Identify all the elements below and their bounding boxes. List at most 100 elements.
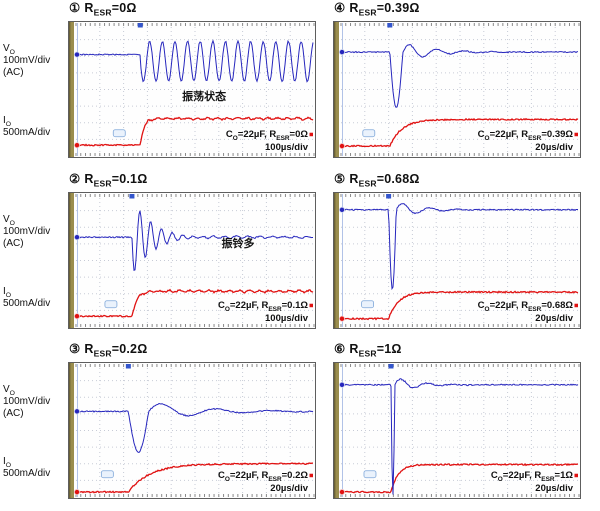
scope-6-info: CO=22µF, RESR=1Ω 20µs/div [490,470,573,494]
axis-labels-row3: VO 100mV/div (AC) IO 500mA/div [3,341,66,511]
vo-trace [75,402,314,453]
panel-2: ② RESR=0.1Ω 振铃多 CO=22µF, RESR=0.1Ω 100µs/… [68,171,316,329]
scope-5-timebase: 20µs/div [535,312,573,324]
panel-6-number: ⑥ [334,342,346,356]
trigger-position-marker [137,23,143,28]
io-scale-label: IO 500mA/div [3,286,51,309]
axis-labels-row2: VO 100mV/div (AC) IO 500mA/div [3,171,66,341]
trigger-position-marker [387,23,393,28]
io-trace [75,462,313,494]
scope-canvas [69,22,315,157]
panel-5: ⑤ RESR=0.68Ω CO=22µF, RESR=0.68Ω 20µs/div [333,171,581,329]
io-trace [340,462,579,494]
io-channel-marker [339,143,345,150]
vo-scale-label: VO 100mV/div (AC) [3,43,51,78]
vo-channel-marker [339,381,345,388]
scope-canvas [69,193,315,328]
trigger-position-marker [125,364,131,369]
vo-channel-marker [74,234,80,241]
panel-5-number: ⑤ [334,172,346,186]
io-level-marker [574,303,578,308]
scope-4-info: CO=22µF, RESR=0.39Ω 20µs/div [477,129,573,153]
vo-channel-marker [339,49,345,56]
io-channel-marker [339,489,345,496]
vo-trace [340,203,578,291]
vo-trace [75,39,314,83]
scope-4-timebase: 20µs/div [535,141,573,153]
io-trace [75,288,314,318]
oscilloscope-capture-6: CO=22µF, RESR=1Ω 20µs/div [333,362,581,499]
io-channel-marker [339,315,345,322]
io-level-marker [574,132,578,137]
io-scale-value: 500mA/div [3,127,51,138]
panel-4: ④ RESR=0.39Ω CO=22µF, RESR=0.39Ω 20µs/div [333,0,581,158]
row-3: VO 100mV/div (AC) IO 500mA/div ③ RESR=0.2… [0,341,600,511]
io-level-marker [574,473,578,478]
io-scale-label: IO 500mA/div [3,115,51,138]
vo-channel-marker [339,206,345,213]
io-channel-marker [74,142,80,149]
trigger-callout [100,470,114,479]
vo-channel-marker [74,408,80,415]
annotation-oscillation: 振荡状态 [182,91,227,104]
oscilloscope-capture-1: 振荡状态 CO=22µF, RESR=0Ω 100µs/div [68,21,316,158]
io-level-marker [309,473,313,478]
scope-side-bar [69,193,74,328]
vo-symbol: V [3,43,10,54]
trigger-position-marker [388,364,394,369]
trigger-callout [362,129,376,138]
io-symbol: I [3,115,6,126]
panel-3-title: ③ RESR=0.2Ω [69,342,148,359]
scope-side-bar [334,22,339,157]
scope-1-timebase: 100µs/div [265,141,308,153]
axis-labels-row1: VO 100mV/div (AC) IO 500mA/div [3,0,66,170]
annotation-ringing: 振铃多 [221,237,255,250]
oscilloscope-capture-4: CO=22µF, RESR=0.39Ω 20µs/div [333,21,581,158]
io-level-marker [309,303,313,308]
scope-2-info: CO=22µF, RESR=0.1Ω 100µs/div [217,300,308,324]
trigger-callout [361,300,375,309]
scope-side-bar [334,363,339,498]
io-trace [340,290,579,321]
vo-trace [340,378,579,495]
panel-3: ③ RESR=0.2Ω CO=22µF, RESR=0.2Ω 20µs/div [68,341,316,499]
oscilloscope-capture-2: 振铃多 CO=22µF, RESR=0.1Ω 100µs/div [68,192,316,329]
vo-trace [340,43,579,108]
io-trace [75,116,314,147]
io-scale-label: IO 500mA/div [3,456,51,479]
vo-channel-marker [74,51,80,58]
scope-canvas [69,363,315,498]
vo-coupling: (AC) [3,67,24,78]
panel-2-title: ② RESR=0.1Ω [69,172,148,189]
panel-1: ① RESR=0Ω 振荡状态 CO=22µF, RESR=0Ω 100µs/div [68,0,316,158]
panel-6-title: ⑥ RESR=1Ω [334,342,402,359]
vo-scale-value: 100mV/div [3,55,51,66]
panel-6: ⑥ RESR=1Ω CO=22µF, RESR=1Ω 20µs/div [333,341,581,499]
io-level-marker [309,132,313,137]
trigger-callout [104,300,118,309]
scope-side-bar [334,193,339,328]
scope-3-info: CO=22µF, RESR=0.2Ω 20µs/div [217,470,308,494]
panel-4-number: ④ [334,1,346,15]
scope-side-bar [69,22,74,157]
panel-1-title: ① RESR=0Ω [69,1,137,18]
panel-4-title: ④ RESR=0.39Ω [334,1,420,18]
scope-canvas [334,193,580,328]
panel-1-number: ① [69,1,81,15]
trigger-position-marker [129,194,135,199]
io-channel-marker [74,489,80,496]
scope-1-info: CO=22µF, RESR=0Ω 100µs/div [225,129,308,153]
scope-5-info: CO=22µF, RESR=0.68Ω 20µs/div [477,300,573,324]
scope-6-timebase: 20µs/div [535,482,573,494]
oscilloscope-capture-5: CO=22µF, RESR=0.68Ω 20µs/div [333,192,581,329]
vo-scale-label: VO 100mV/div (AC) [3,384,51,419]
io-trace [340,117,579,148]
vo-scale-label: VO 100mV/div (AC) [3,214,51,249]
trigger-callout [363,470,377,479]
scope-canvas [334,363,580,498]
scope-side-bar [69,363,74,498]
trigger-callout [112,129,126,138]
scope-2-timebase: 100µs/div [265,312,308,324]
panel-3-number: ③ [69,342,81,356]
